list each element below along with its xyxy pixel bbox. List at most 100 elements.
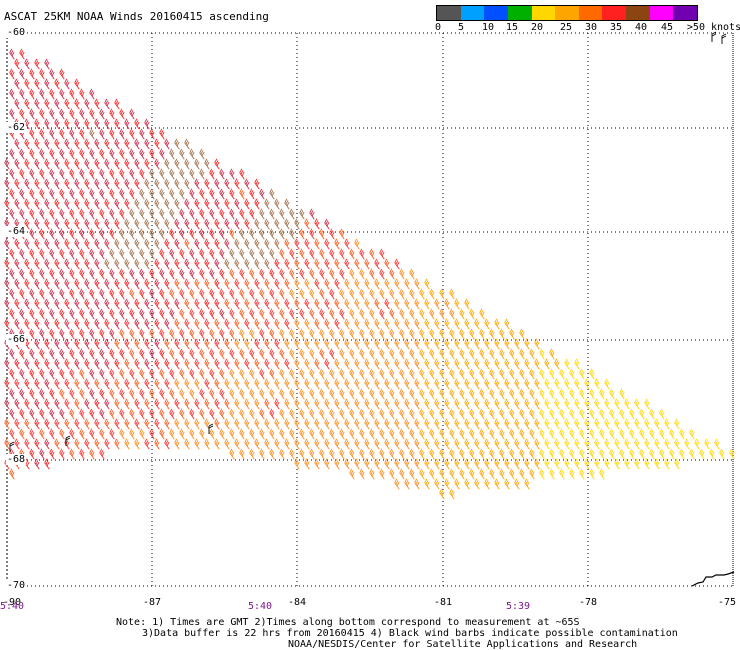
legend-label: 20 [530,22,544,33]
wind-barb [329,408,335,420]
wind-barb [124,118,130,130]
wind-barb [69,308,75,320]
wind-barb [174,358,180,370]
wind-barb [79,308,85,320]
wind-barb [24,238,30,250]
wind-barb [379,288,385,300]
wind-barb [444,318,450,330]
wind-barb [244,298,250,310]
wind-barb [149,308,155,320]
wind-barb [324,458,330,470]
wind-barb [79,348,85,360]
wind-barb [344,258,350,270]
wind-barb [489,328,495,340]
wind-barb [514,378,520,390]
wind-barb [454,398,460,410]
wind-barb [49,208,55,220]
wind-barb [219,228,225,240]
wind-barb [524,398,530,410]
wind-barb [149,188,155,200]
wind-barb [99,268,105,280]
wind-barb [94,318,100,330]
wind-barb [384,278,390,290]
wind-barb [44,418,50,430]
wind-barb [9,408,15,420]
wind-barb [179,168,185,180]
wind-barb [104,378,110,390]
wind-barb [334,398,340,410]
wind-barb [54,378,60,390]
wind-barb [354,338,360,350]
wind-barb [74,358,80,370]
wind-barb [4,318,10,330]
wind-barb [244,358,250,370]
wind-barb [134,378,140,390]
wind-barb [369,288,375,300]
wind-barb [104,158,110,170]
contaminated-wind-barb [65,435,71,446]
chart-title: ASCAT 25KM NOAA Winds 20160415 ascending [4,10,269,23]
wind-barb [224,198,230,210]
wind-barb [14,58,20,70]
wind-barb [39,88,45,100]
wind-barb [39,388,45,400]
wind-barb [499,328,505,340]
wind-barb [184,198,190,210]
wind-barb [204,218,210,230]
wind-barb [154,198,160,210]
wind-barb [294,358,300,370]
wind-barb [384,318,390,330]
wind-barb [174,198,180,210]
wind-barb [184,378,190,390]
wind-barb [59,388,65,400]
wind-barb [404,358,410,370]
wind-barb [89,348,95,360]
legend-label: >50 knots [686,22,740,33]
lat-label: -70 [6,580,27,591]
wind-barb [279,448,285,460]
wind-barb [224,438,230,450]
wind-barb [14,438,20,450]
wind-barb [334,318,340,330]
wind-barb [114,178,120,190]
wind-barb [459,408,465,420]
wind-barb [94,278,100,290]
wind-barb [169,288,175,300]
wind-barb [519,348,525,360]
wind-barb [149,228,155,240]
wind-barb [114,438,120,450]
wind-barb [199,408,205,420]
wind-barb [4,158,10,170]
wind-barb [429,448,435,460]
wind-barb [374,398,380,410]
wind-barb [239,428,245,440]
wind-barb [64,198,70,210]
wind-barb [54,318,60,330]
wind-barb [49,428,55,440]
wind-barb [564,438,570,450]
wind-barb [359,348,365,360]
wind-barb [384,358,390,370]
wind-barb [434,458,440,470]
wind-barb [99,368,105,380]
wind-barb [329,228,335,240]
wind-barb [504,458,510,470]
wind-barb [634,398,640,410]
wind-barb [659,448,665,460]
wind-barb [384,378,390,390]
wind-barb [9,208,15,220]
wind-barb [409,448,415,460]
wind-barb [84,378,90,390]
wind-barb [189,208,195,220]
wind-barb [259,448,265,460]
wind-barb [69,448,75,460]
wind-barb [24,78,30,90]
wind-barb [514,478,520,490]
wind-barb [189,408,195,420]
wind-barb [374,298,380,310]
wind-barb [79,168,85,180]
wind-barb [129,148,135,160]
wind-barb [404,338,410,350]
wind-barb [384,258,390,270]
wind-barb [114,318,120,330]
